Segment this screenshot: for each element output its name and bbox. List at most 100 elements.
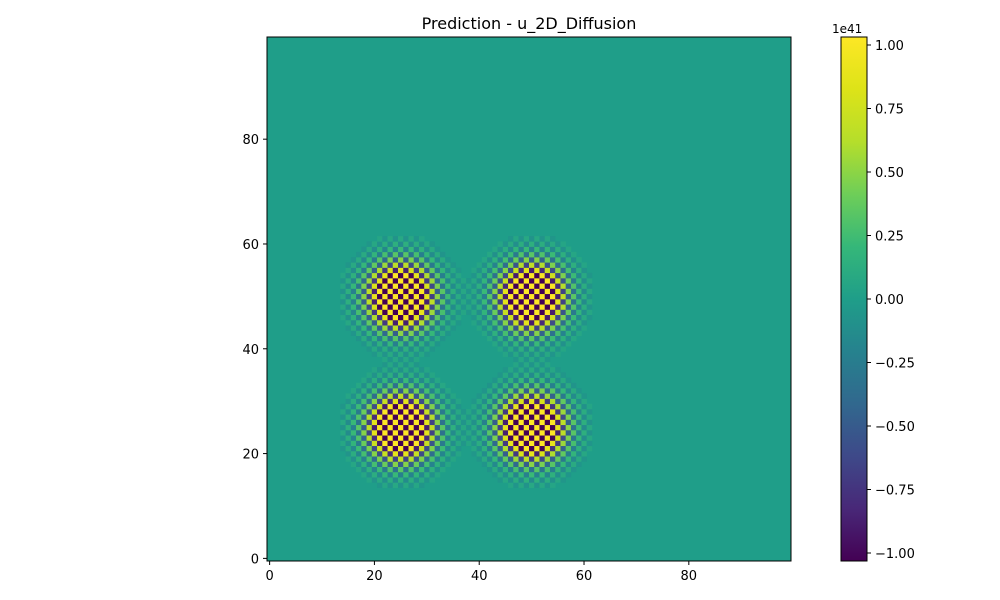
- heatmap-cell: [513, 445, 519, 452]
- heatmap-cell: [429, 435, 435, 441]
- heatmap-cell: [544, 377, 551, 384]
- heatmap-cell: [340, 403, 346, 410]
- heatmap-cell: [445, 398, 451, 405]
- heatmap-cell: [445, 257, 451, 263]
- heatmap-cell: [555, 241, 561, 247]
- heatmap-cell: [565, 272, 572, 279]
- heatmap-cell: [382, 288, 388, 295]
- heatmap-cell: [429, 424, 435, 431]
- heatmap-cell: [481, 309, 488, 316]
- heatmap-cell: [382, 309, 388, 316]
- heatmap-cell: [413, 430, 420, 436]
- heatmap-cell: [508, 424, 514, 431]
- heatmap-cell: [445, 314, 451, 321]
- heatmap-cell: [497, 257, 504, 263]
- heatmap-cell: [403, 419, 409, 426]
- heatmap-cell: [450, 288, 456, 295]
- heatmap-cell: [377, 251, 383, 258]
- heatmap-cell: [544, 241, 551, 247]
- heatmap-cell: [424, 314, 430, 321]
- heatmap-cell: [476, 424, 483, 431]
- heatmap-cell: [371, 241, 378, 247]
- heatmap-cell: [403, 257, 409, 263]
- heatmap-cell: [439, 382, 446, 389]
- heatmap-cell: [398, 288, 404, 295]
- heatmap-cell: [508, 419, 514, 426]
- heatmap-cell: [487, 414, 493, 420]
- heatmap-cell: [382, 272, 388, 279]
- heatmap-cell: [382, 398, 388, 405]
- heatmap-cell: [539, 461, 546, 467]
- heatmap-cell: [466, 278, 472, 284]
- heatmap-cell: [434, 424, 441, 431]
- heatmap-cell: [492, 393, 498, 399]
- heatmap-cell: [445, 403, 451, 410]
- heatmap-cell: [413, 409, 420, 415]
- heatmap-cell: [492, 340, 498, 347]
- heatmap-cell: [366, 278, 373, 284]
- heatmap-cell: [534, 367, 540, 373]
- heatmap-cell: [434, 293, 441, 300]
- heatmap-cell: [413, 456, 420, 462]
- heatmap-cell: [387, 466, 394, 473]
- heatmap-cell: [513, 262, 519, 268]
- heatmap-cell: [455, 430, 462, 436]
- heatmap-cell: [445, 461, 451, 467]
- heatmap-cell: [570, 299, 577, 305]
- heatmap-cell: [356, 325, 362, 331]
- heatmap-cell: [392, 346, 399, 352]
- heatmap-cell: [340, 424, 346, 431]
- heatmap-cell: [570, 283, 577, 289]
- heatmap-cell: [413, 236, 420, 242]
- heatmap-cell: [534, 272, 540, 279]
- heatmap-cell: [340, 272, 346, 279]
- heatmap-cell: [513, 246, 519, 253]
- heatmap-cell: [565, 424, 572, 431]
- heatmap-cell: [439, 445, 446, 452]
- heatmap-cell: [398, 461, 404, 467]
- heatmap-cell: [560, 440, 566, 447]
- heatmap-cell: [544, 246, 551, 253]
- heatmap-cell: [492, 251, 498, 258]
- heatmap-cell: [497, 440, 504, 447]
- heatmap-cell: [371, 414, 378, 420]
- heatmap-cell: [534, 409, 540, 415]
- heatmap-cell: [508, 236, 514, 242]
- heatmap-cell: [523, 356, 530, 363]
- heatmap-cell: [439, 456, 446, 462]
- heatmap-cell: [497, 471, 504, 478]
- heatmap-cell: [445, 330, 451, 336]
- heatmap-cell: [555, 251, 561, 258]
- heatmap-cell: [434, 267, 441, 274]
- heatmap-cell: [565, 251, 572, 258]
- heatmap-cell: [387, 340, 394, 347]
- heatmap-cell: [340, 283, 346, 289]
- heatmap-cell: [513, 278, 519, 284]
- heatmap-cell: [529, 241, 535, 247]
- heatmap-cell: [502, 241, 509, 247]
- heatmap-cell: [555, 435, 561, 441]
- heatmap-cell: [377, 409, 383, 415]
- heatmap-cell: [481, 403, 488, 410]
- heatmap-cell: [523, 335, 530, 342]
- heatmap-cell: [508, 471, 514, 478]
- heatmap-cell: [534, 293, 540, 300]
- heatmap-cell: [523, 435, 530, 441]
- heatmap-cell: [418, 251, 425, 258]
- heatmap-cell: [549, 466, 556, 473]
- colorbar-tick-label: 0.75: [875, 103, 904, 118]
- heatmap-cell: [392, 450, 399, 457]
- heatmap-cell: [513, 461, 519, 467]
- heatmap-cell: [549, 246, 556, 253]
- heatmap-cell: [377, 419, 383, 426]
- heatmap-cell: [508, 246, 514, 253]
- heatmap-cell: [518, 466, 525, 473]
- heatmap-cell: [382, 346, 388, 352]
- heatmap-cell: [366, 267, 373, 274]
- heatmap-cell: [539, 440, 546, 447]
- heatmap-cell: [565, 471, 572, 478]
- heatmap-cell: [586, 272, 593, 279]
- heatmap-cell: [529, 288, 535, 295]
- heatmap-cell: [387, 251, 394, 258]
- heatmap-cell: [513, 351, 519, 357]
